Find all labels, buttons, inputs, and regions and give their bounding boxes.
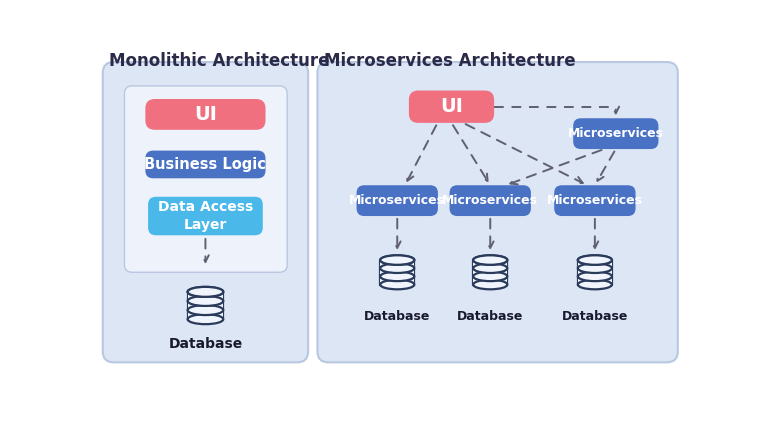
Text: Database: Database	[562, 310, 628, 323]
Ellipse shape	[188, 287, 223, 297]
Text: UI: UI	[440, 97, 463, 116]
Ellipse shape	[188, 305, 223, 315]
Text: Business Logic: Business Logic	[144, 157, 266, 172]
FancyBboxPatch shape	[103, 62, 308, 363]
Ellipse shape	[380, 255, 414, 265]
Text: Microservices: Microservices	[547, 194, 643, 207]
Ellipse shape	[380, 271, 414, 281]
FancyBboxPatch shape	[145, 99, 265, 130]
Ellipse shape	[473, 264, 508, 273]
Text: Database: Database	[168, 337, 242, 351]
Ellipse shape	[578, 255, 612, 265]
FancyBboxPatch shape	[356, 185, 438, 216]
Ellipse shape	[380, 264, 414, 273]
Text: Monolithic Architecture: Monolithic Architecture	[109, 51, 329, 70]
Text: Database: Database	[364, 310, 430, 323]
Text: Microservices: Microservices	[568, 127, 663, 140]
Ellipse shape	[188, 296, 223, 306]
Ellipse shape	[473, 255, 508, 265]
FancyBboxPatch shape	[554, 185, 635, 216]
FancyBboxPatch shape	[188, 292, 223, 319]
FancyBboxPatch shape	[125, 86, 287, 272]
Ellipse shape	[473, 255, 508, 265]
Text: Database: Database	[457, 310, 524, 323]
FancyBboxPatch shape	[409, 91, 494, 123]
Ellipse shape	[473, 280, 508, 290]
FancyBboxPatch shape	[318, 62, 678, 363]
Ellipse shape	[578, 264, 612, 273]
Ellipse shape	[380, 280, 414, 290]
Text: Microservices: Microservices	[350, 194, 445, 207]
Ellipse shape	[188, 287, 223, 297]
FancyBboxPatch shape	[148, 197, 263, 235]
Ellipse shape	[188, 314, 223, 324]
Ellipse shape	[380, 255, 414, 265]
Ellipse shape	[578, 280, 612, 290]
Text: Microservices Architecture: Microservices Architecture	[324, 51, 575, 70]
FancyBboxPatch shape	[473, 260, 508, 285]
FancyBboxPatch shape	[578, 260, 612, 285]
Ellipse shape	[578, 271, 612, 281]
FancyBboxPatch shape	[573, 118, 658, 149]
Text: Data Access
Layer: Data Access Layer	[158, 200, 253, 232]
FancyBboxPatch shape	[380, 260, 414, 285]
Ellipse shape	[473, 271, 508, 281]
Text: Microservices: Microservices	[442, 194, 538, 207]
Ellipse shape	[578, 255, 612, 265]
FancyBboxPatch shape	[145, 150, 265, 178]
FancyBboxPatch shape	[450, 185, 531, 216]
Text: UI: UI	[194, 105, 217, 124]
